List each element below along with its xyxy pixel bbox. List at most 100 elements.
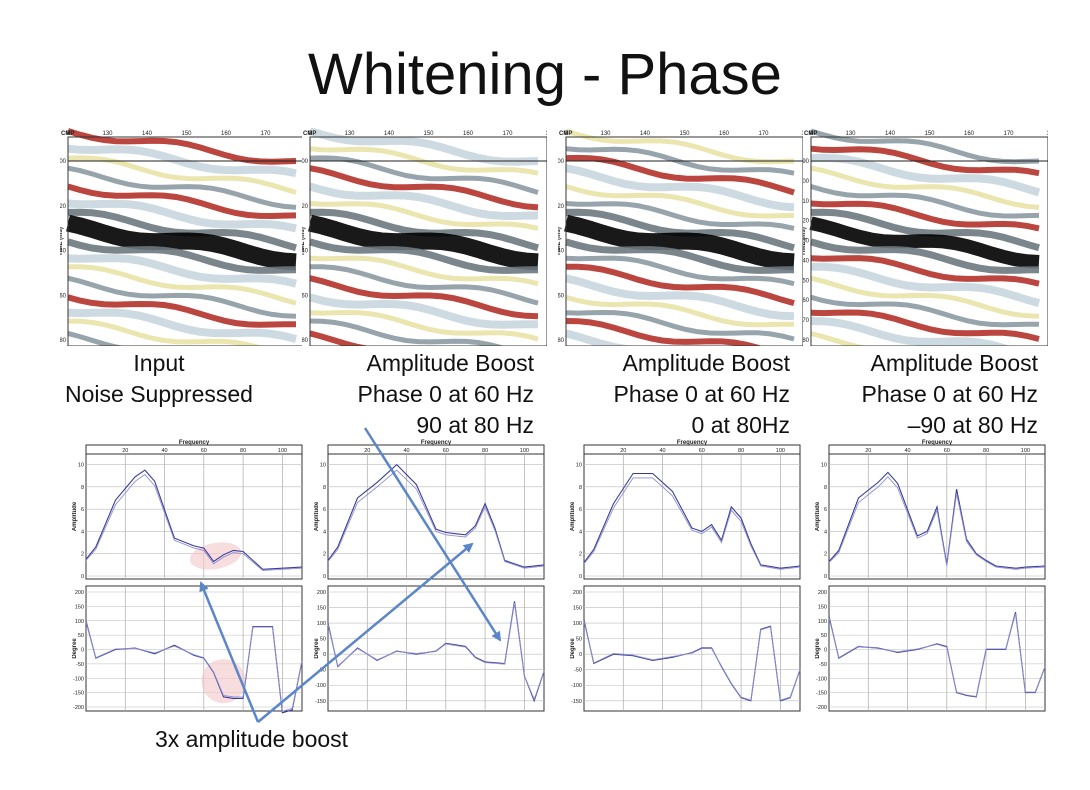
time-tick-label: 860 — [60, 293, 67, 299]
phase-tick-label: 0 — [824, 648, 827, 654]
phase-tick-label: 50 — [576, 637, 582, 643]
amplitude-axis-label: Amplitude — [314, 501, 320, 531]
amplitude-tick-label: 10 — [320, 463, 326, 469]
seismic-reflector — [310, 264, 539, 306]
frequency-tick-label: 60 — [201, 448, 207, 454]
caption-line: Amplitude Boost — [366, 350, 534, 376]
caption-line: Input — [133, 350, 185, 376]
seismic-reflector — [810, 309, 1040, 342]
time-axis-label: TIME (ms) — [558, 227, 562, 256]
seismic-reflector — [309, 309, 539, 342]
cmp-label: CMP — [303, 131, 316, 137]
seismic-reflector — [68, 264, 297, 306]
amplitude-box — [327, 444, 545, 580]
seismic-reflector — [309, 155, 539, 195]
phase-tick-label: -150 — [73, 691, 84, 697]
phase-tick-label: 200 — [75, 590, 84, 596]
seismic-reflector — [810, 238, 1040, 274]
seismic-reflector — [565, 146, 795, 176]
time-tick-label: 860 — [803, 298, 810, 304]
cmp-label: CMP — [61, 131, 74, 137]
phase-tick-label: 100 — [573, 621, 582, 627]
amplitude-tick-label: 6 — [81, 507, 84, 513]
seismic-reflector — [67, 294, 297, 328]
seismic-reflector — [309, 165, 539, 211]
seismic-reflector — [308, 214, 539, 271]
series-line — [583, 621, 801, 701]
cmp-tick-label: 1 — [801, 131, 803, 137]
phase-tick-label: -200 — [73, 705, 84, 711]
amplitude-tick-label: 4 — [579, 529, 582, 535]
phase-tick-label: 100 — [818, 619, 827, 625]
cmp-tick-label: 140 — [384, 131, 395, 137]
cmp-tick-label: 130 — [600, 131, 611, 137]
frequency-tick-label: 100 — [520, 448, 529, 454]
phase-tick-label: 200 — [573, 590, 582, 596]
frequency-tick-label: 100 — [278, 448, 287, 454]
seismic-reflector — [565, 238, 795, 274]
phase-tick-label: 100 — [75, 619, 84, 625]
frequency-tick-label: 60 — [944, 448, 950, 454]
frequency-tick-label: 80 — [983, 448, 989, 454]
frequency-tick-label: 80 — [738, 448, 744, 454]
seismic-reflector — [565, 255, 795, 287]
amplitude-tick-label: 6 — [579, 507, 582, 513]
cmp-tick-label: 170 — [758, 131, 769, 137]
frequency-tick-label: 100 — [1021, 448, 1030, 454]
spectrum-plot-phase-0: Frequency 20 40 60 80 100 10 8 6 4 2 0 Amplitude 200 1… — [570, 436, 802, 716]
seismic-reflector — [67, 330, 125, 346]
phase-box — [327, 585, 545, 712]
amplitude-tick-label: 10 — [576, 463, 582, 469]
slide-title: Whitening - Phase — [308, 42, 782, 107]
amplitude-tick-label: 0 — [824, 574, 827, 580]
time-tick-label: 880 — [302, 338, 309, 344]
cmp-tick-label: 160 — [719, 131, 730, 137]
amplitude-tick-label: 4 — [323, 529, 326, 535]
cmp-tick-label: 160 — [221, 131, 232, 137]
seismic-reflector — [309, 275, 539, 320]
phase-tick-label: 50 — [320, 637, 326, 643]
cmp-tick-label: 130 — [845, 131, 856, 137]
caption-phase-minus90: Amplitude Boost Phase 0 at 60 Hz –90 at … — [806, 348, 1038, 441]
phase-tick-label: -150 — [315, 699, 326, 705]
seismic-reflector — [66, 214, 297, 271]
frequency-tick-label: 20 — [364, 448, 370, 454]
caption-line: –90 at 80 Hz — [907, 412, 1038, 438]
highlight-amplitude — [189, 542, 242, 570]
amplitude-tick-label: 2 — [81, 552, 84, 558]
time-tick-label: 850 — [803, 278, 810, 284]
phase-tick-label: -50 — [318, 668, 326, 674]
seismic-reflector — [564, 214, 795, 271]
frequency-tick-label: 100 — [776, 448, 785, 454]
phase-axis-label: Degree — [570, 638, 576, 659]
cmp-tick-label: 160 — [964, 131, 975, 137]
frequency-tick-label: 40 — [161, 448, 167, 454]
cmp-label: CMP — [559, 131, 572, 137]
time-tick-label: 840 — [60, 249, 67, 255]
cmp-tick-label: 150 — [924, 131, 935, 137]
time-tick-label: 800 — [803, 179, 810, 185]
phase-tick-label: 150 — [75, 604, 84, 610]
frequency-label: Frequency — [677, 440, 708, 446]
cmp-label: CMP — [804, 131, 817, 137]
cmp-tick-label: 140 — [142, 131, 153, 137]
caption-line: 0 at 80Hz — [691, 412, 790, 438]
time-tick-label: 880 — [558, 338, 565, 344]
seismic-reflector — [565, 154, 795, 196]
seismic-image — [308, 128, 539, 346]
cmp-tick-label: 130 — [102, 131, 113, 137]
frequency-tick-label: 20 — [620, 448, 626, 454]
time-tick-label: 860 — [558, 293, 565, 299]
seismic-border — [565, 136, 803, 346]
amplitude-tick-label: 0 — [579, 574, 582, 580]
seismic-image — [564, 128, 795, 346]
frequency-tick-label: 40 — [403, 448, 409, 454]
frequency-tick-label: 20 — [122, 448, 128, 454]
seismic-image — [809, 128, 1041, 346]
seismic-reflector — [810, 165, 1040, 210]
phase-tick-label: 50 — [78, 633, 84, 639]
seismic-reflector — [810, 317, 1011, 346]
seismic-reflector — [309, 201, 539, 231]
seismic-reflector — [810, 153, 1041, 197]
